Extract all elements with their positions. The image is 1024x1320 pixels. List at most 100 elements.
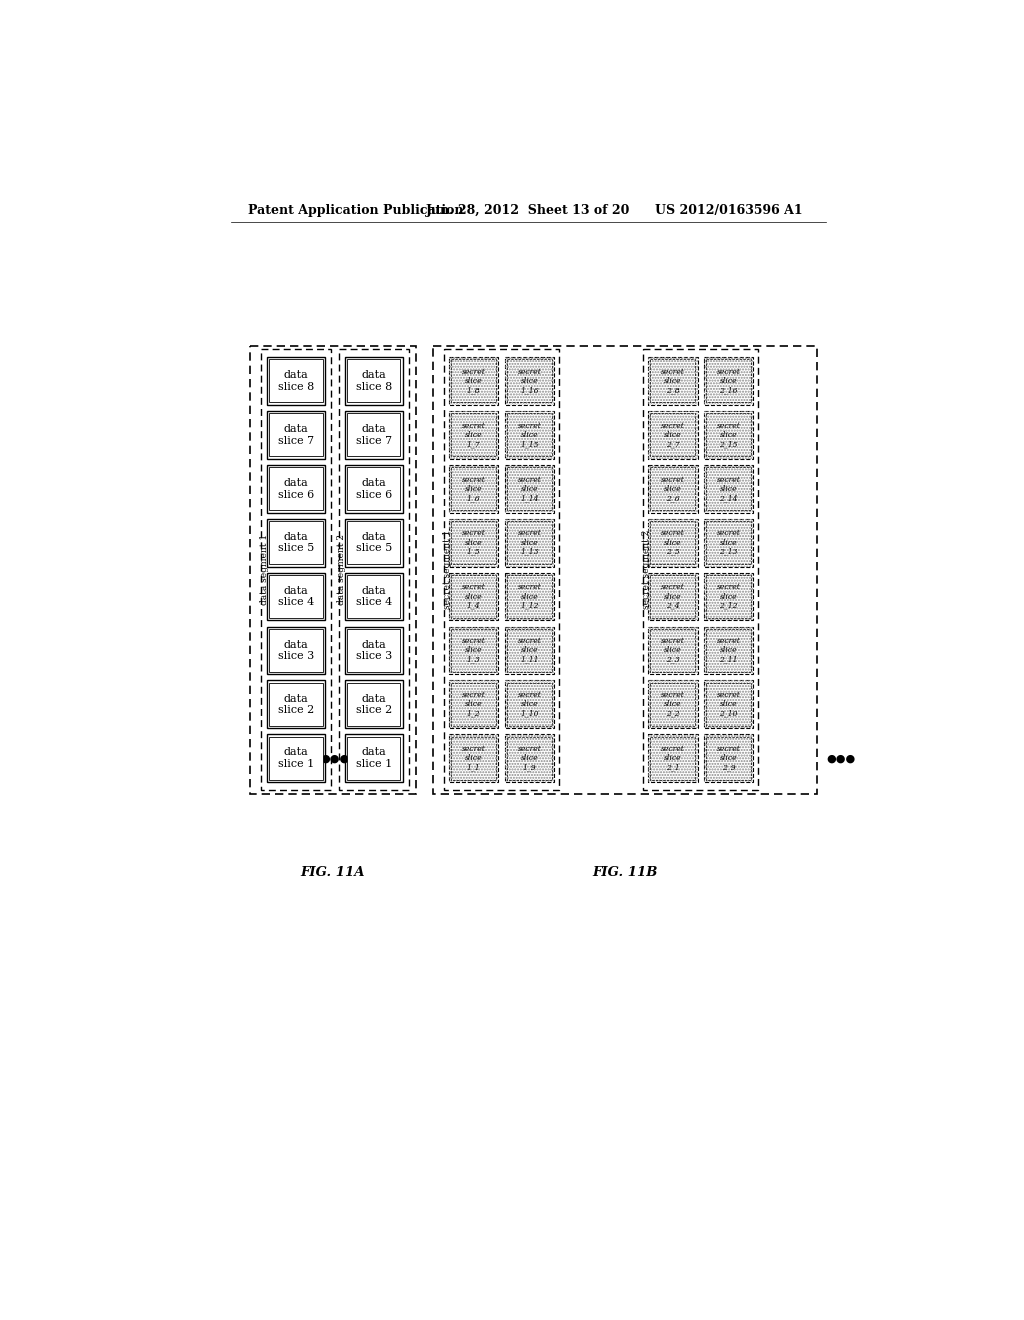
Bar (449, 519, 499, 566)
Bar (269, 682, 323, 726)
Bar (648, 681, 697, 729)
Bar (707, 467, 751, 511)
Bar (449, 627, 499, 675)
Bar (650, 467, 695, 511)
Bar (648, 573, 697, 620)
Text: secret
slice
2_1: secret slice 2_1 (660, 744, 685, 771)
Bar (347, 467, 400, 511)
Bar (507, 359, 552, 403)
Bar (452, 521, 496, 564)
Bar (648, 519, 697, 566)
Text: data
slice 8: data slice 8 (355, 370, 392, 392)
Bar (505, 734, 554, 781)
Bar (707, 521, 751, 564)
Text: secret
slice
2_11: secret slice 2_11 (717, 638, 740, 664)
Bar (347, 576, 400, 618)
Bar (505, 681, 554, 729)
Bar (505, 573, 554, 620)
Bar (267, 681, 326, 729)
Text: secret segment 1: secret segment 1 (442, 529, 452, 610)
Bar (452, 576, 496, 618)
Bar (449, 465, 499, 512)
Bar (345, 358, 402, 405)
Bar (449, 519, 499, 566)
Text: data
slice 2: data slice 2 (279, 693, 314, 715)
Bar (648, 734, 697, 781)
Bar (648, 627, 697, 675)
Bar (269, 521, 323, 564)
Text: secret
slice
2_5: secret slice 2_5 (660, 529, 685, 556)
Text: secret
slice
1_11: secret slice 1_11 (517, 638, 542, 664)
Bar (505, 519, 554, 566)
Bar (507, 737, 552, 780)
Bar (267, 465, 326, 512)
Bar (707, 628, 751, 672)
Bar (269, 628, 323, 672)
Text: secret
slice
1_14: secret slice 1_14 (517, 475, 542, 502)
Text: secret segment 2: secret segment 2 (642, 529, 651, 610)
Bar (347, 682, 400, 726)
Text: ●●●: ●●● (826, 754, 855, 763)
Bar (507, 413, 552, 457)
Text: data
slice 4: data slice 4 (355, 586, 392, 607)
Text: secret
slice
1_6: secret slice 1_6 (462, 475, 485, 502)
Text: secret
slice
1_7: secret slice 1_7 (462, 421, 485, 447)
Text: Patent Application Publication: Patent Application Publication (248, 205, 464, 218)
Bar (703, 465, 754, 512)
Bar (507, 521, 552, 564)
Text: secret
slice
1_2: secret slice 1_2 (462, 692, 485, 718)
Bar (650, 576, 695, 618)
Text: secret
slice
2_4: secret slice 2_4 (660, 583, 685, 610)
Text: secret
slice
1_12: secret slice 1_12 (517, 583, 542, 610)
Text: secret
slice
2_14: secret slice 2_14 (717, 475, 740, 502)
Bar (648, 627, 697, 675)
Bar (347, 737, 400, 780)
Bar (505, 573, 554, 620)
Text: US 2012/0163596 A1: US 2012/0163596 A1 (655, 205, 803, 218)
Text: FIG. 11A: FIG. 11A (301, 866, 366, 879)
Bar (267, 358, 326, 405)
Text: secret
slice
2_3: secret slice 2_3 (660, 638, 685, 664)
Bar (707, 576, 751, 618)
Bar (269, 467, 323, 511)
Bar (703, 519, 754, 566)
Text: secret
slice
2_8: secret slice 2_8 (660, 368, 685, 395)
Bar (648, 411, 697, 459)
Bar (452, 682, 496, 726)
Text: data
slice 3: data slice 3 (279, 640, 314, 661)
Bar (269, 359, 323, 403)
Text: secret
slice
2_7: secret slice 2_7 (660, 421, 685, 447)
Bar (452, 737, 496, 780)
Bar (345, 519, 402, 566)
Text: data
slice 6: data slice 6 (279, 478, 314, 499)
Bar (648, 734, 697, 781)
Text: data
slice 1: data slice 1 (279, 747, 314, 770)
Bar (345, 734, 402, 781)
Text: secret
slice
1_13: secret slice 1_13 (517, 529, 542, 556)
Bar (505, 465, 554, 512)
Bar (507, 467, 552, 511)
Bar (269, 737, 323, 780)
Bar (505, 519, 554, 566)
Bar (648, 519, 697, 566)
Bar (505, 465, 554, 512)
Bar (505, 627, 554, 675)
Bar (345, 573, 402, 620)
Bar (703, 519, 754, 566)
Bar (449, 358, 499, 405)
Text: Jun. 28, 2012  Sheet 13 of 20: Jun. 28, 2012 Sheet 13 of 20 (426, 205, 631, 218)
Bar (507, 682, 552, 726)
Text: secret
slice
2_9: secret slice 2_9 (717, 744, 740, 771)
Bar (449, 627, 499, 675)
Text: data
slice 8: data slice 8 (279, 370, 314, 392)
Text: secret
slice
2_2: secret slice 2_2 (660, 692, 685, 718)
Bar (703, 411, 754, 459)
Bar (707, 682, 751, 726)
Bar (449, 681, 499, 729)
Text: data
slice 7: data slice 7 (355, 424, 392, 446)
Text: secret
slice
2_15: secret slice 2_15 (717, 421, 740, 447)
Bar (449, 411, 499, 459)
Bar (703, 681, 754, 729)
Bar (347, 413, 400, 457)
Bar (452, 628, 496, 672)
